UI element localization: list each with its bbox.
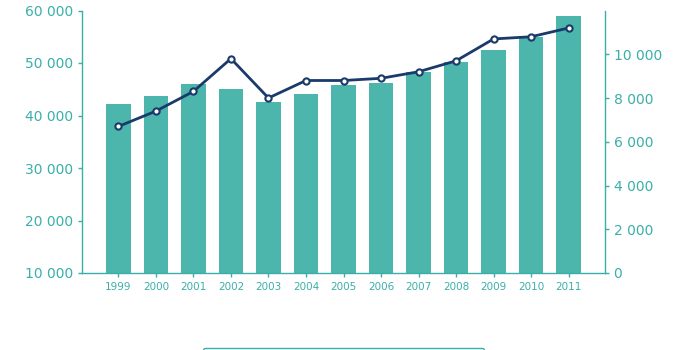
Bar (181, 84, 205, 326)
Bar (482, 50, 506, 326)
Bar (406, 72, 431, 326)
Bar (144, 96, 168, 326)
Bar (331, 85, 356, 326)
Bar (218, 89, 243, 326)
Bar (106, 104, 131, 326)
Bar (369, 83, 393, 326)
Bar (294, 94, 318, 326)
Bar (519, 37, 543, 326)
Bar (256, 102, 281, 326)
Bar (556, 16, 581, 326)
Legend: Nombre de prestataires (échelle de gauche): Nombre de prestataires (échelle de gauch… (203, 348, 484, 350)
Bar (444, 62, 469, 326)
